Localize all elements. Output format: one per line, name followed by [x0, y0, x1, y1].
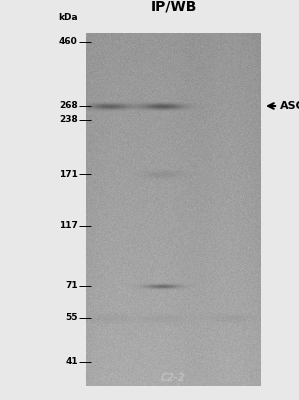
Text: ASC2: ASC2 [280, 101, 299, 111]
Text: 41: 41 [65, 358, 78, 366]
Text: 55: 55 [65, 314, 78, 322]
Text: kDa: kDa [58, 14, 78, 22]
Text: 238: 238 [59, 116, 78, 124]
Text: 171: 171 [59, 170, 78, 178]
Text: 117: 117 [59, 222, 78, 230]
Text: IP/WB: IP/WB [151, 0, 197, 14]
Text: 460: 460 [59, 38, 78, 46]
Text: 71: 71 [65, 282, 78, 290]
Text: C2-2: C2-2 [161, 373, 186, 383]
Text: 268: 268 [59, 102, 78, 110]
